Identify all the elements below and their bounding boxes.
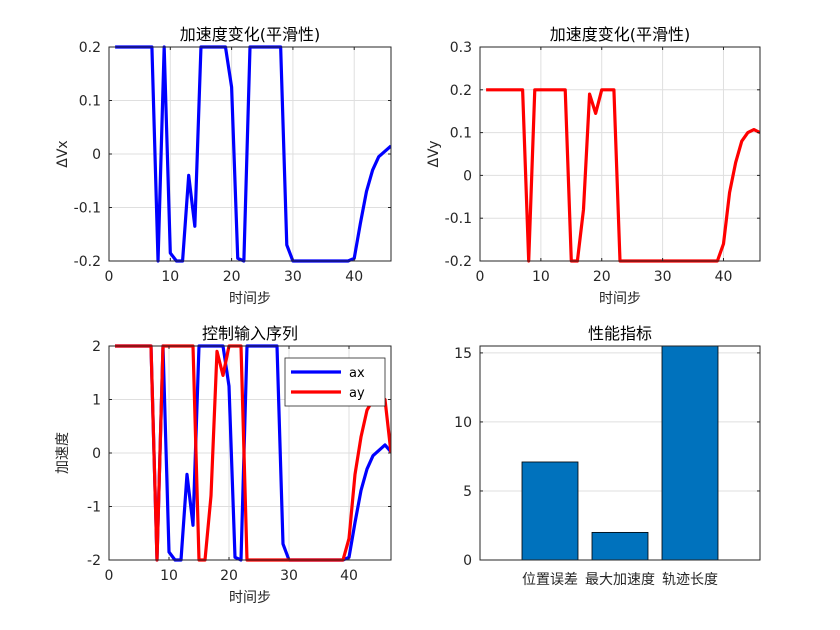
chart-title: 加速度变化(平滑性) bbox=[550, 25, 691, 44]
y-tick-label: -1 bbox=[87, 500, 101, 516]
x-tick-label: 0 bbox=[105, 568, 114, 584]
subplot-2: 0 10 20 30 40 -0.2 -0.1 0 0.1 0.2 0.3 加速度变化(平滑性) 时间步… bbox=[426, 25, 761, 307]
bar-1 bbox=[521, 461, 579, 561]
y-tick-label: -0.2 bbox=[74, 254, 101, 270]
y-tick-label: -0.2 bbox=[445, 254, 472, 270]
y-tick-label: 0 bbox=[92, 446, 101, 462]
y-tick-label: 15 bbox=[454, 346, 472, 362]
y-tick-label: -2 bbox=[87, 553, 101, 569]
bar-3 bbox=[661, 345, 719, 561]
x-tick-label: 20 bbox=[593, 269, 611, 285]
y-tick-label: 0 bbox=[463, 168, 472, 184]
x-tick-label: 10 bbox=[532, 269, 550, 285]
legend-box bbox=[284, 357, 386, 407]
x-tick-label: 10 bbox=[160, 568, 178, 584]
chart-title: 加速度变化(平滑性) bbox=[180, 25, 321, 44]
axes-box bbox=[479, 345, 761, 561]
x-tick-label: 30 bbox=[284, 269, 302, 285]
x-tick-label: 0 bbox=[476, 269, 485, 285]
chart-title: 性能指标 bbox=[588, 324, 652, 343]
chart-title: 控制输入序列 bbox=[202, 324, 298, 343]
y-tick-label: 0 bbox=[463, 553, 472, 569]
y-tick-label: 0.2 bbox=[450, 83, 472, 99]
legend: ax ay bbox=[284, 357, 386, 407]
y-tick-label: -0.1 bbox=[74, 201, 101, 217]
y-tick-label: 0.1 bbox=[450, 126, 472, 142]
x-tick-label: 最大加速度 bbox=[585, 572, 655, 588]
legend-label-ax: ax bbox=[349, 366, 365, 381]
x-tick-label: 0 bbox=[105, 269, 114, 285]
x-tick-label: 30 bbox=[654, 269, 672, 285]
axes-box bbox=[479, 46, 761, 262]
subplot-4: 位置误差 最大加速度 轨迹长度 0 5 10 15 性能指标 bbox=[454, 324, 761, 588]
subplot-1: 0 10 20 30 40 -0.2 -0.1 0 0.1 0.2 加速度变化(平滑性) 时间步 ΔVx bbox=[55, 25, 392, 307]
y-axis-label: ΔVx bbox=[55, 140, 71, 167]
y-tick-label: 0.2 bbox=[79, 40, 101, 56]
legend-label-ay: ay bbox=[349, 386, 365, 401]
x-tick-label: 10 bbox=[161, 269, 179, 285]
x-axis-label: 时间步 bbox=[229, 590, 271, 606]
y-tick-label: 1 bbox=[92, 393, 101, 409]
x-tick-label: 30 bbox=[280, 568, 298, 584]
y-tick-label: -0.1 bbox=[445, 211, 472, 227]
y-axis-label: 加速度 bbox=[55, 432, 71, 474]
x-tick-label: 20 bbox=[223, 269, 241, 285]
y-tick-label: 10 bbox=[454, 415, 472, 431]
x-tick-label: 40 bbox=[715, 269, 733, 285]
x-tick-label: 40 bbox=[345, 269, 363, 285]
bar-2 bbox=[591, 531, 649, 561]
x-tick-label: 20 bbox=[220, 568, 238, 584]
y-tick-label: 5 bbox=[463, 484, 472, 500]
y-tick-label: 0.3 bbox=[450, 40, 472, 56]
x-tick-label: 轨迹长度 bbox=[662, 572, 718, 588]
x-axis-label: 时间步 bbox=[229, 291, 271, 307]
y-axis-label: ΔVy bbox=[426, 140, 442, 167]
y-tick-label: 0 bbox=[92, 147, 101, 163]
x-tick-label: 位置误差 bbox=[522, 572, 578, 588]
x-tick-label: 40 bbox=[340, 568, 358, 584]
y-tick-label: 2 bbox=[92, 339, 101, 355]
y-tick-label: 0.1 bbox=[79, 94, 101, 110]
x-axis-label: 时间步 bbox=[599, 291, 641, 307]
